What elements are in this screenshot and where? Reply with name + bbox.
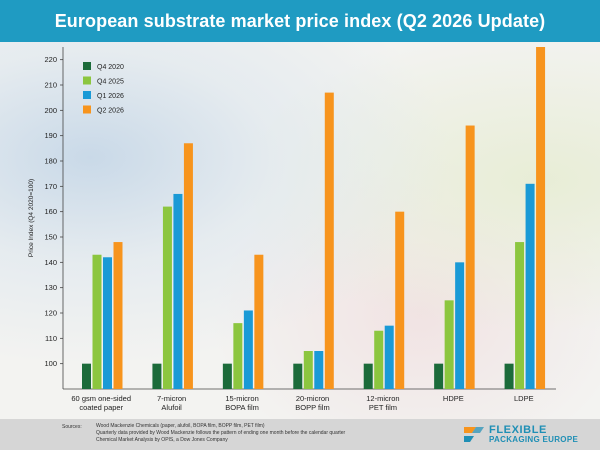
- bar-q2-2026: [395, 211, 405, 389]
- sources-label: Sources:: [62, 424, 82, 430]
- legend-swatch: [83, 76, 91, 85]
- logo-text-line1: FLEXIBLE: [489, 424, 547, 436]
- bar-q4-2020: [434, 363, 444, 389]
- legend-label: Q2 2026: [97, 108, 124, 115]
- x-tick-label: PET film: [369, 403, 397, 412]
- bar-q2-2026: [465, 125, 475, 390]
- bar-q1-2026: [525, 183, 535, 389]
- bar-q2-2026: [113, 242, 123, 389]
- bar-q4-2025: [303, 351, 313, 389]
- y-tick-label: 200: [44, 106, 57, 115]
- bar-q4-2025: [233, 323, 243, 389]
- footer: Sources: Wood Mackenzie Chemicals (paper…: [0, 419, 600, 450]
- y-tick-label: 180: [44, 157, 57, 166]
- logo-mark-icon: [464, 427, 484, 442]
- bar-q4-2020: [293, 363, 303, 389]
- legend-swatch: [83, 62, 91, 70]
- bar-chart: 100 110 120 130 140 150 160 170 180 190 200 210 220 P…: [28, 47, 556, 412]
- bar-q1-2026: [384, 325, 394, 389]
- bar-q4-2020: [363, 363, 373, 389]
- y-tick-label: 110: [45, 334, 57, 343]
- bar-q4-2025: [444, 300, 454, 389]
- x-tick-label: BOPA film: [225, 403, 259, 412]
- y-tick-label: 210: [44, 81, 57, 90]
- x-tick-label: Alufoil: [161, 403, 182, 412]
- legend-label: Q1 2026: [97, 93, 124, 100]
- bar-q4-2020: [152, 363, 162, 389]
- bar-q1-2026: [243, 310, 253, 389]
- y-tick-label: 140: [44, 258, 57, 267]
- x-tick-label: coated paper: [79, 403, 123, 412]
- y-tick-label: 130: [44, 283, 57, 292]
- bar-q4-2025: [162, 206, 172, 389]
- flexible-packaging-europe-logo: FLEXIBLE PACKAGING EUROPE: [462, 424, 578, 446]
- bar-q1-2026: [314, 351, 324, 389]
- x-tick-label: 12-micron: [366, 394, 399, 403]
- bar-q4-2020: [82, 363, 91, 389]
- y-tick-label: 190: [44, 131, 57, 140]
- sources-text: Wood Mackenzie Chemicals (paper, alufoil…: [96, 423, 345, 443]
- y-tick-label: 170: [44, 182, 57, 191]
- x-tick-label: HDPE: [443, 394, 464, 403]
- x-tick-label: 60 gsm one-sided: [71, 394, 131, 403]
- bar-q1-2026: [173, 193, 183, 389]
- bar-q1-2026: [455, 262, 465, 389]
- chart-title: European substrate market price index (Q…: [54, 10, 546, 31]
- y-tick-label: 220: [44, 55, 57, 64]
- y-axis-label: Price Index (Q4 2020=100): [28, 179, 35, 257]
- bar-q2-2026: [254, 254, 264, 389]
- legend-label: Q4 2025: [97, 79, 124, 86]
- x-tick-label: 7-micron: [157, 394, 186, 403]
- legend-label: Q4 2020: [97, 64, 124, 71]
- y-tick-label: 120: [44, 309, 57, 318]
- x-tick-label: LDPE: [514, 394, 534, 403]
- bar-q4-2020: [222, 363, 232, 389]
- x-tick-label: 20-micron: [296, 394, 329, 403]
- legend-swatch: [83, 105, 91, 114]
- source-line: Chemical Market Analysis by OPIS, a Dow …: [96, 436, 228, 443]
- source-line: Wood Mackenzie Chemicals (paper, alufoil…: [96, 423, 265, 429]
- bar-q1-2026: [103, 257, 112, 389]
- y-tick-label: 150: [44, 233, 57, 242]
- x-tick-label: BOPP film: [295, 403, 329, 412]
- bar-q4-2020: [504, 363, 514, 389]
- legend-swatch: [83, 91, 91, 99]
- source-line: Quarterly data provided by Wood Mackenzi…: [96, 429, 346, 436]
- bar-q2-2026: [324, 92, 334, 389]
- y-tick-label: 100: [44, 359, 57, 368]
- bar-q4-2025: [374, 330, 384, 389]
- logo-text-line2: PACKAGING EUROPE: [489, 435, 579, 444]
- x-tick-label: 15-micron: [225, 394, 258, 403]
- bar-q4-2025: [515, 242, 525, 389]
- bar-q2-2026: [183, 143, 193, 389]
- bar-q2-2026: [536, 47, 546, 389]
- y-tick-label: 160: [44, 207, 57, 216]
- title-bar: European substrate market price index (Q…: [0, 0, 600, 42]
- bar-q4-2025: [92, 254, 102, 389]
